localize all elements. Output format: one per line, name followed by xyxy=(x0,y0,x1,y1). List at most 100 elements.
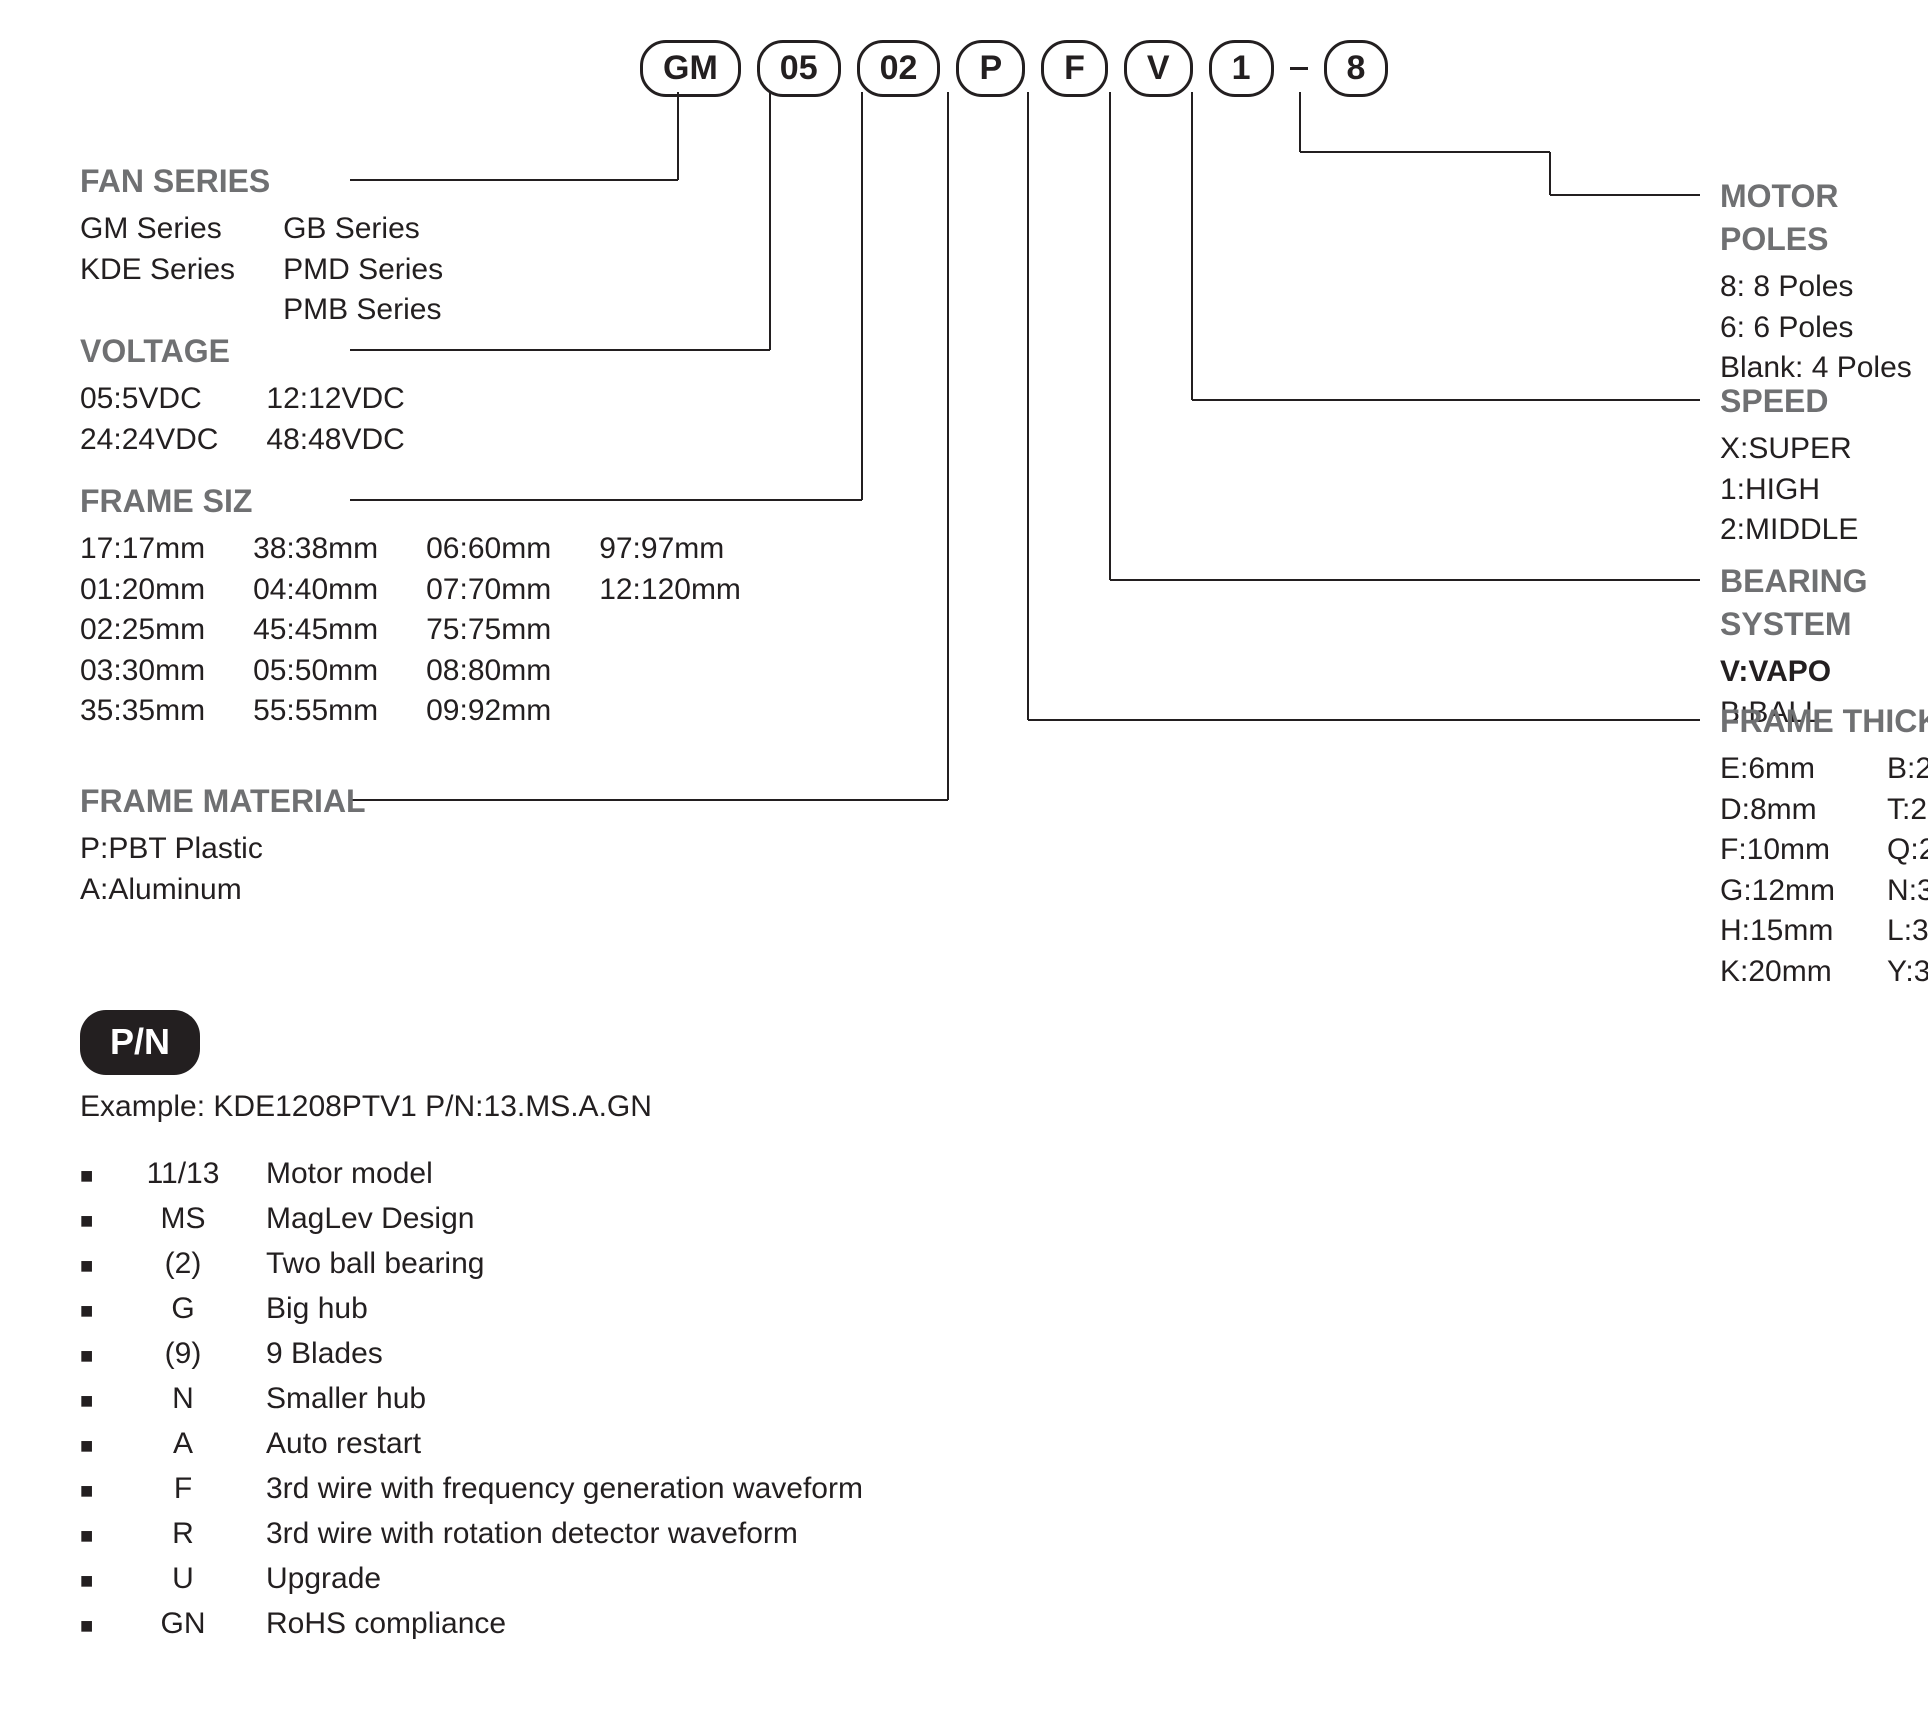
list-item: 05:5VDC xyxy=(80,379,218,420)
bullet-icon: ■ xyxy=(80,1249,100,1282)
pn-row: ■ A Auto restart xyxy=(80,1421,863,1466)
list-item: 01:20mm xyxy=(80,570,205,611)
list-item: Q:28mm xyxy=(1887,830,1928,871)
list-item: 55:55mm xyxy=(253,691,378,732)
list-item: 45:45mm xyxy=(253,610,378,651)
pn-row: ■ 11/13 Motor model xyxy=(80,1151,863,1196)
bullet-icon: ■ xyxy=(80,1609,100,1642)
pn-code: (9) xyxy=(128,1331,238,1376)
list-item: F:10mm xyxy=(1720,830,1835,871)
list-item: H:15mm xyxy=(1720,911,1835,952)
motor-poles-section: MOTOR POLES 8: 8 Poles6: 6 PolesBlank: 4… xyxy=(1720,175,1928,389)
pn-table: ■ 11/13 Motor model ■ MS MagLev Design ■ (2) Two… xyxy=(80,1151,863,1646)
pn-desc: Upgrade xyxy=(266,1556,381,1601)
speed-title: SPEED xyxy=(1720,380,1928,423)
list-item: A:Aluminum xyxy=(80,870,366,911)
list-item: GB Series xyxy=(283,209,443,250)
list-item: 48:48VDC xyxy=(266,420,404,461)
list-item: 03:30mm xyxy=(80,651,205,692)
code-box-8: 8 xyxy=(1324,40,1389,97)
bullet-icon: ■ xyxy=(80,1159,100,1192)
list-item: B:24mm xyxy=(1887,749,1928,790)
bullet-icon: ■ xyxy=(80,1474,100,1507)
pn-row: ■ (2) Two ball bearing xyxy=(80,1241,863,1286)
list-item: 2:MIDDLE xyxy=(1720,510,1858,551)
list-item: 17:17mm xyxy=(80,529,205,570)
pn-row: ■(9)9 Blades xyxy=(80,1331,863,1376)
frame-material-section: FRAME MATERIAL P:PBT PlasticA:Aluminum xyxy=(80,780,366,910)
list-item: PMB Series xyxy=(283,290,443,331)
list-item: K:20mm xyxy=(1720,952,1835,993)
code-box-gm: GM xyxy=(640,40,741,97)
list-item: 97:97mm xyxy=(599,529,741,570)
pn-section: P/N Example: KDE1208PTV1 P/N:13.MS.A.GN … xyxy=(80,1010,863,1646)
list-item: PMD Series xyxy=(283,250,443,291)
pn-row: ■F3rd wire with frequency generation wav… xyxy=(80,1466,863,1511)
list-item: Y:33mm xyxy=(1887,952,1928,993)
pn-code: (2) xyxy=(128,1241,238,1286)
fan-series-section: FAN SERIES GM SeriesKDE Series GB Series… xyxy=(80,160,443,331)
pn-code: A xyxy=(128,1421,238,1466)
list-item: 12:120mm xyxy=(599,570,741,611)
voltage-section: VOLTAGE 05:5VDC24:24VDC 12:12VDC48:48VDC xyxy=(80,330,405,460)
list-item: 6: 6 Poles xyxy=(1720,308,1928,349)
list-item: 8: 8 Poles xyxy=(1720,267,1928,308)
frame-size-section: FRAME SIZ 17:17mm01:20mm02:25mm03:30mm35… xyxy=(80,480,741,732)
list-item: 06:60mm xyxy=(426,529,551,570)
list-item: 75:75mm xyxy=(426,610,551,651)
pn-row: ■ N Smaller hub xyxy=(80,1376,863,1421)
speed-section: SPEED X:SUPER1:HIGH2:MIDDLE 3:LOW4:EXTRA… xyxy=(1720,380,1928,551)
list-item: G:12mm xyxy=(1720,871,1835,912)
pn-example: Example: KDE1208PTV1 P/N:13.MS.A.GN xyxy=(80,1087,863,1128)
voltage-title: VOLTAGE xyxy=(80,330,405,373)
bullet-icon: ■ xyxy=(80,1519,100,1552)
code-box-05: 05 xyxy=(757,40,841,97)
code-connector-dash xyxy=(1290,67,1308,70)
list-item: X:SUPER xyxy=(1720,429,1858,470)
list-item: D:8mm xyxy=(1720,790,1835,831)
pn-desc: MagLev Design xyxy=(266,1196,474,1241)
list-item: 04:40mm xyxy=(253,570,378,611)
pn-code: N xyxy=(128,1376,238,1421)
pn-code: R xyxy=(128,1511,238,1556)
code-box-1: 1 xyxy=(1209,40,1274,97)
bullet-icon: ■ xyxy=(80,1384,100,1417)
pn-desc: Smaller hub xyxy=(266,1376,426,1421)
list-item: L:32mm xyxy=(1887,911,1928,952)
bullet-icon: ■ xyxy=(80,1339,100,1372)
frame-thickness-title: FRAME THICKNESS xyxy=(1720,700,1928,743)
list-item: 02:25mm xyxy=(80,610,205,651)
pn-row: ■GBig hub xyxy=(80,1286,863,1331)
pn-row: ■GNRoHS compliance xyxy=(80,1601,863,1646)
pn-code: MS xyxy=(128,1196,238,1241)
pn-desc: RoHS compliance xyxy=(266,1601,506,1646)
bullet-icon: ■ xyxy=(80,1429,100,1462)
pn-desc: Auto restart xyxy=(266,1421,421,1466)
code-box-p: P xyxy=(956,40,1025,97)
code-box-f: F xyxy=(1041,40,1108,97)
pn-badge: P/N xyxy=(80,1010,200,1075)
code-box-02: 02 xyxy=(857,40,941,97)
list-item: T:25mm xyxy=(1887,790,1928,831)
bullet-icon: ■ xyxy=(80,1564,100,1597)
list-item: 09:92mm xyxy=(426,691,551,732)
frame-material-title: FRAME MATERIAL xyxy=(80,780,366,823)
pn-desc: Big hub xyxy=(266,1286,368,1331)
bullet-icon: ■ xyxy=(80,1204,100,1237)
list-item: 08:80mm xyxy=(426,651,551,692)
frame-size-title: FRAME SIZ xyxy=(80,480,741,523)
list-item: 24:24VDC xyxy=(80,420,218,461)
pn-code: F xyxy=(128,1466,238,1511)
pn-desc: 3rd wire with rotation detector waveform xyxy=(266,1511,798,1556)
pn-desc: Two ball bearing xyxy=(266,1241,484,1286)
list-item: 1:HIGH xyxy=(1720,470,1858,511)
list-item: E:6mm xyxy=(1720,749,1835,790)
fan-series-title: FAN SERIES xyxy=(80,160,443,203)
pn-desc: Motor model xyxy=(266,1151,433,1196)
list-item: P:PBT Plastic xyxy=(80,829,366,870)
pn-row: ■ MS MagLev Design xyxy=(80,1196,863,1241)
pn-code: 11/13 xyxy=(128,1151,238,1196)
list-item: 12:12VDC xyxy=(266,379,404,420)
part-number-code-row: GM0502PFV18 xyxy=(640,40,1388,97)
bearing-title: BEARING SYSTEM xyxy=(1720,560,1928,646)
